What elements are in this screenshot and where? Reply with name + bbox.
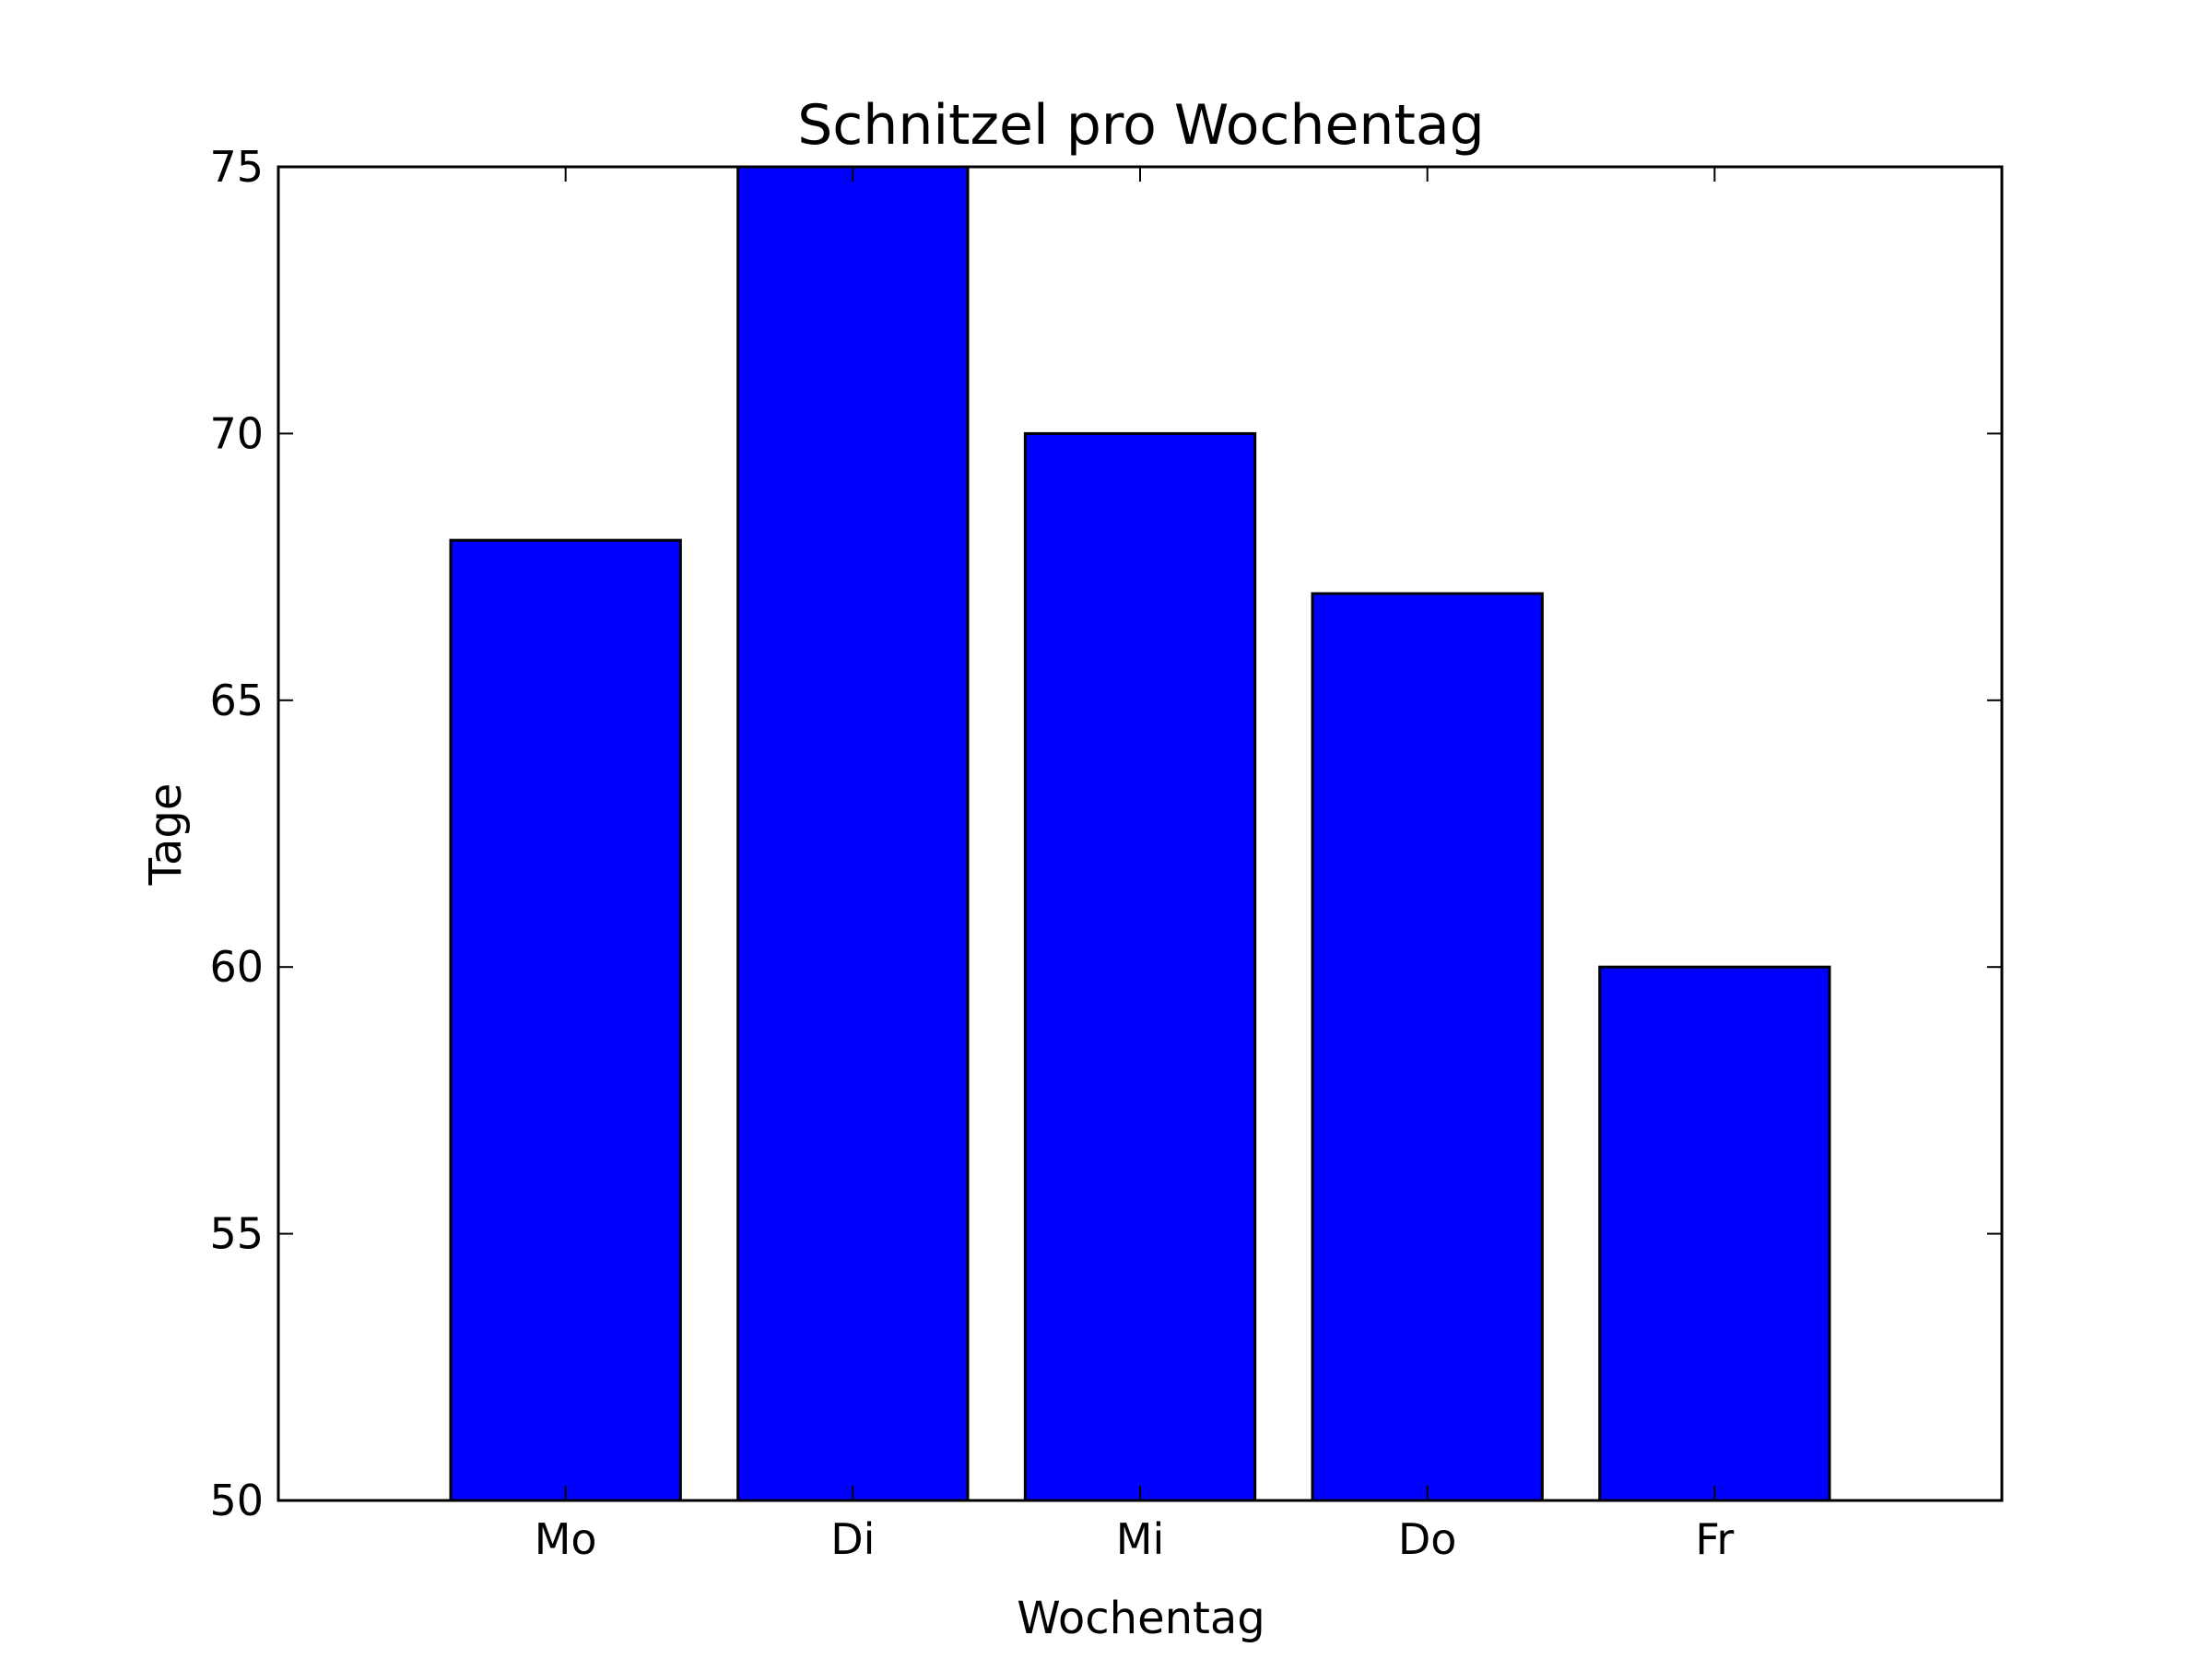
plot-frame [276,165,2004,1502]
y-tick-label-70: 70 [209,408,264,458]
bar-mi [1023,431,1257,1502]
x-axis-ticks: Mo Di Mi Do Fr [535,167,1734,1564]
x-tick-label-do: Do [1398,1514,1457,1564]
y-tick-label-75: 75 [209,142,264,192]
x-tick-label-mi: Mi [1116,1514,1164,1564]
x-tick-label-fr: Fr [1695,1514,1734,1564]
x-tick-label-di: Di [830,1514,875,1564]
y-axis-ticks: 50 55 60 65 70 75 [209,142,2002,1525]
bar-fr [1598,965,1831,1502]
bars-group [449,165,1831,1502]
y-tick-label-55: 55 [209,1209,264,1259]
bar-mo [449,538,682,1502]
bar-di [736,165,970,1502]
bar-do [1311,592,1544,1502]
y-tick-label-50: 50 [209,1476,264,1525]
y-axis-label: Tage [140,783,192,887]
x-tick-label-mo: Mo [535,1514,597,1564]
x-axis-label: Wochentag [1017,1593,1265,1644]
y-tick-label-65: 65 [209,676,264,725]
chart-title: Schnitzel pro Wochentag [797,93,1485,158]
y-tick-label-60: 60 [209,942,264,992]
